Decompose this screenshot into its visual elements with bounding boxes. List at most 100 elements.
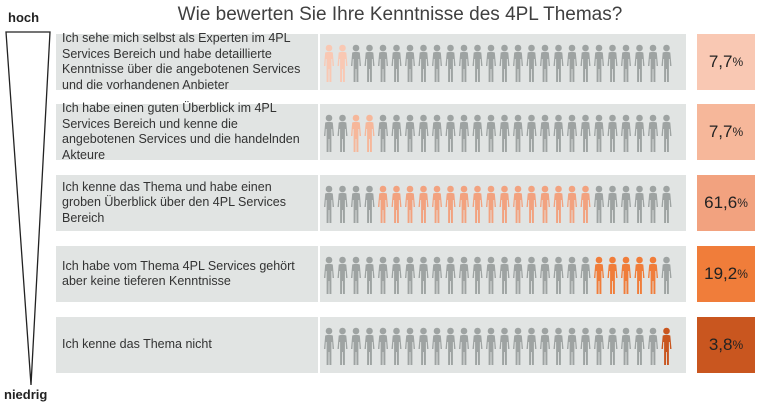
value-box: 7,7% — [697, 104, 755, 160]
person-icon — [337, 114, 348, 152]
people-icons — [324, 185, 672, 223]
row-label: Ich kenne das Thema und habe einen grobe… — [62, 179, 286, 225]
person-icon — [594, 327, 604, 365]
person-icon-highlighted — [445, 185, 456, 223]
person-icon-highlighted — [621, 256, 631, 294]
person-icon — [445, 327, 456, 365]
person-icon — [526, 44, 537, 82]
person-icon-highlighted — [324, 44, 334, 82]
person-icon — [580, 44, 591, 82]
person-icon-highlighted — [432, 185, 442, 223]
person-icon — [607, 44, 618, 82]
rating-row: Ich sehe mich selbst als Experten im 4PL… — [0, 31, 760, 92]
person-icon — [445, 44, 456, 82]
person-icon — [513, 256, 523, 294]
person-icon-highlighted — [648, 256, 658, 294]
person-icon — [432, 114, 442, 152]
value-unit: % — [732, 55, 744, 69]
person-icon — [540, 44, 550, 82]
person-icon — [580, 256, 591, 294]
person-icon — [553, 327, 564, 365]
chart-title: Wie bewerten Sie Ihre Kenntnisse des 4PL… — [177, 4, 623, 25]
person-icon — [540, 327, 550, 365]
person-icon — [648, 185, 658, 223]
row-label: Ich habe vom Thema 4PL Services gehört a… — [62, 258, 295, 289]
person-icon — [337, 256, 348, 294]
value-label: 61,6 — [704, 193, 738, 212]
person-icon — [324, 327, 334, 365]
people-icons — [324, 327, 672, 365]
person-icon-highlighted — [580, 185, 591, 223]
rating-row: Ich kenne das Thema nicht 3,8% — [0, 317, 760, 373]
person-icon — [499, 327, 510, 365]
row-label-box: Ich habe vom Thema 4PL Services gehört a… — [56, 246, 318, 302]
person-icon — [324, 185, 334, 223]
person-icon — [486, 44, 496, 82]
person-icon — [648, 114, 658, 152]
person-icon — [661, 256, 672, 294]
person-icon — [526, 114, 537, 152]
person-icon-highlighted — [634, 256, 645, 294]
person-icon — [472, 44, 483, 82]
person-icon — [324, 114, 334, 152]
person-icon — [418, 44, 429, 82]
person-icon — [405, 327, 415, 365]
person-icon-highlighted — [351, 114, 361, 152]
person-icon — [364, 44, 375, 82]
person-icon — [459, 44, 469, 82]
value-label: 19,2 — [704, 264, 738, 283]
person-icon — [432, 327, 442, 365]
person-icon — [472, 256, 483, 294]
value-box: 61,6% — [697, 175, 755, 231]
scale-bottom-label: niedrig — [4, 387, 48, 402]
person-icon — [418, 114, 429, 152]
person-icon — [324, 256, 334, 294]
person-icon-highlighted — [567, 185, 577, 223]
rating-row: Ich kenne das Thema und habe einen grobe… — [0, 175, 760, 231]
value-box: 7,7% — [697, 34, 755, 90]
person-icon — [594, 185, 604, 223]
value-label: 7,7 — [708, 122, 733, 141]
person-icon — [634, 185, 645, 223]
person-icon — [391, 114, 402, 152]
value-unit: % — [732, 125, 744, 139]
person-icon — [432, 44, 442, 82]
person-icon — [553, 256, 564, 294]
person-icon-highlighted — [540, 185, 550, 223]
person-icon — [364, 185, 375, 223]
person-icon — [337, 185, 348, 223]
value-label: 7,7 — [708, 52, 733, 71]
person-icon — [580, 327, 591, 365]
person-icon — [526, 256, 537, 294]
person-icon — [472, 327, 483, 365]
person-icon — [553, 44, 564, 82]
person-icon — [391, 256, 402, 294]
person-icon — [351, 327, 361, 365]
value-unit: % — [737, 196, 748, 210]
person-icon-highlighted — [418, 185, 429, 223]
row-label: Ich habe einen guten Überblick im 4PL Se… — [62, 101, 300, 162]
person-icon-highlighted — [499, 185, 510, 223]
person-icon — [499, 44, 510, 82]
value-box: 3,8% — [697, 317, 755, 373]
person-icon — [486, 327, 496, 365]
person-icon — [445, 256, 456, 294]
person-icon — [391, 44, 402, 82]
value-unit: % — [737, 267, 748, 281]
person-icon — [540, 256, 550, 294]
person-icon — [459, 256, 469, 294]
person-icon — [648, 327, 658, 365]
person-icon-highlighted — [553, 185, 564, 223]
person-icon — [486, 114, 496, 152]
value-unit: % — [732, 338, 744, 352]
person-icon — [607, 327, 618, 365]
person-icon — [648, 44, 658, 82]
person-icon-highlighted — [391, 185, 402, 223]
person-icon — [513, 44, 523, 82]
person-icon-highlighted — [607, 256, 618, 294]
person-icon — [364, 327, 375, 365]
person-icon — [526, 327, 537, 365]
person-icon — [621, 327, 631, 365]
person-icon — [405, 44, 415, 82]
person-icon — [621, 44, 631, 82]
